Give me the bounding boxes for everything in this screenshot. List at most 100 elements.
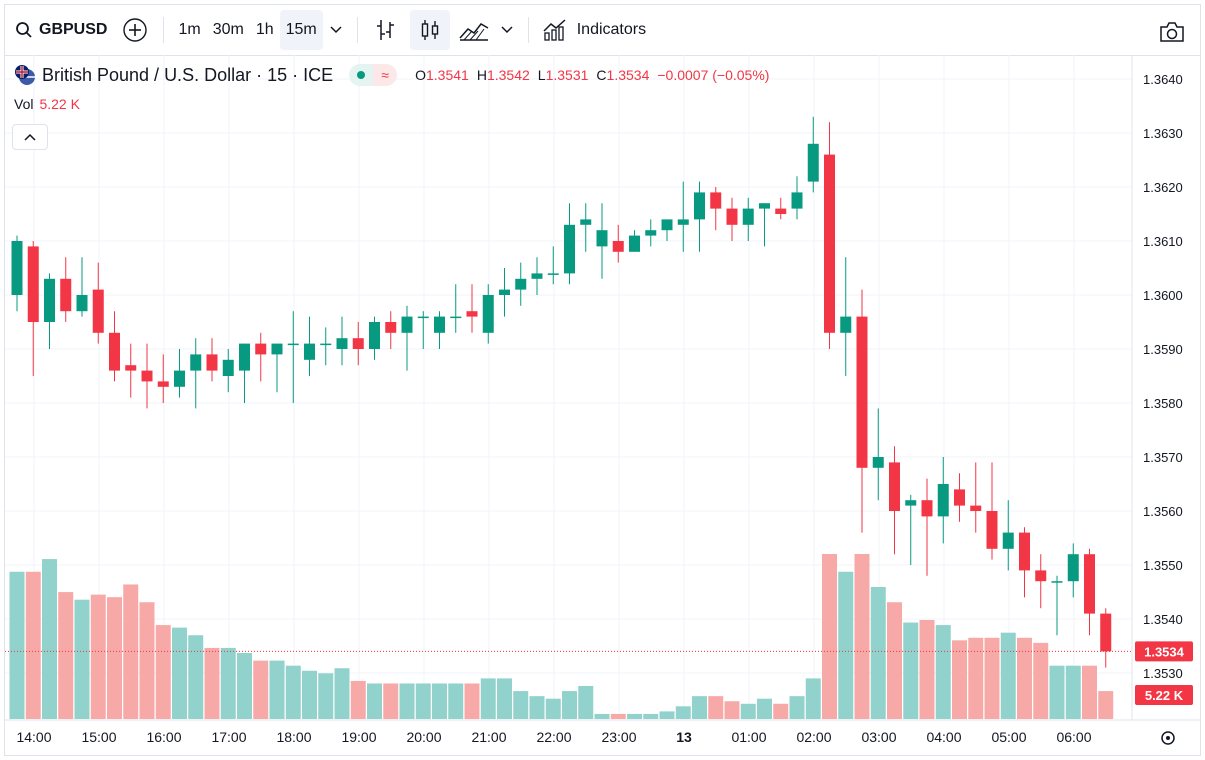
volume-bar xyxy=(692,696,707,719)
volume-bar xyxy=(318,673,334,719)
candle-down xyxy=(856,316,868,468)
chevron-up-icon xyxy=(24,133,36,141)
volume-bar xyxy=(545,698,561,719)
volume-label-group: 5.22 K xyxy=(1135,685,1193,705)
time-axis[interactable]: 14:00 15:00 16:00 17:00 18:00 19:00 20:00 21:00… xyxy=(16,729,1091,745)
candle-up xyxy=(434,316,445,333)
candle-up xyxy=(44,278,55,322)
candle-down xyxy=(710,192,722,209)
open-label: O xyxy=(415,67,426,83)
candle-up xyxy=(515,278,527,290)
candle-up xyxy=(905,500,917,506)
time-tick-label: 19:00 xyxy=(341,729,376,745)
volume-label: 5.22 K xyxy=(1145,688,1184,703)
candle-down xyxy=(954,489,965,506)
price-tick-label: 1.3580 xyxy=(1143,396,1183,411)
volume-bar xyxy=(415,683,431,719)
volume-bar xyxy=(659,711,675,719)
low-label: L xyxy=(537,67,546,83)
volume-bar xyxy=(1033,642,1049,719)
volume-bar xyxy=(740,703,756,719)
interval-30m[interactable]: 30m xyxy=(212,21,244,38)
compare-button[interactable] xyxy=(115,10,155,50)
volume-bar xyxy=(724,701,740,719)
candle-up xyxy=(1002,532,1014,549)
interval-1m[interactable]: 1m xyxy=(178,21,201,38)
volume-bar xyxy=(9,571,25,719)
candle-down xyxy=(125,365,137,371)
indicators-button[interactable]: Indicators xyxy=(537,10,652,50)
close-number: 1.3534 xyxy=(606,67,650,83)
volume-bar xyxy=(155,625,171,719)
volume-bar xyxy=(594,713,610,719)
candle-up xyxy=(401,316,413,333)
volume-bar xyxy=(253,660,269,719)
add-circle-icon xyxy=(123,18,148,42)
time-tick-label: 20:00 xyxy=(406,729,441,745)
price-tick-label: 1.3590 xyxy=(1143,342,1183,357)
time-tick-label: 17:00 xyxy=(211,729,246,745)
symbol-search[interactable]: GBPUSD xyxy=(5,10,115,50)
bars-style-button[interactable] xyxy=(366,10,406,50)
candle-up xyxy=(417,316,429,319)
candle-down xyxy=(206,354,218,371)
interval-dropdown[interactable] xyxy=(323,10,349,50)
price-tick-label: 1.3570 xyxy=(1143,450,1183,465)
candle-up xyxy=(937,484,949,517)
ohlc-bars-icon xyxy=(376,20,394,40)
candle-down xyxy=(1035,570,1047,582)
market-status-pill[interactable]: ≈ xyxy=(349,64,398,86)
candle-down xyxy=(612,241,624,252)
volume-bar xyxy=(838,571,854,719)
candle-down xyxy=(141,370,153,382)
time-tick-label: 06:00 xyxy=(1056,729,1091,745)
interval-15m[interactable]: 15m xyxy=(279,10,323,50)
market-open-dot-icon xyxy=(349,64,374,86)
candle-up xyxy=(499,289,510,295)
candle-up xyxy=(547,273,559,275)
candle-up xyxy=(222,359,234,376)
candle-up xyxy=(580,219,592,225)
chart-style-dropdown[interactable] xyxy=(494,10,520,50)
candles-style-button[interactable] xyxy=(409,10,450,50)
candle-up xyxy=(677,219,689,225)
volume-bar xyxy=(1049,665,1065,719)
volume-bar xyxy=(789,696,805,719)
time-tick-label: 23:00 xyxy=(601,729,636,745)
volume-bar xyxy=(58,592,74,719)
settings-icon xyxy=(1161,731,1175,745)
volume-bar xyxy=(887,602,902,719)
price-axis[interactable]: 1.3640 1.3630 1.3620 1.3610 1.3600 1.3590 1.35… xyxy=(1143,72,1183,681)
ohlc-values: O1.3541 H1.3542 L1.3531 C1.3534 −0.0007 … xyxy=(415,67,769,83)
volume-bar xyxy=(269,660,285,719)
price-tick-label: 1.3630 xyxy=(1143,126,1183,141)
time-tick-label: 21:00 xyxy=(471,729,506,745)
volume-bar xyxy=(1017,637,1032,719)
volume-bar xyxy=(935,625,951,719)
price-tick-label: 1.3530 xyxy=(1143,666,1183,681)
last-price-label-group: 1.3534 xyxy=(1135,641,1193,662)
area-style-button[interactable] xyxy=(454,10,494,50)
indicators-label: Indicators xyxy=(576,21,647,38)
chevron-down-icon xyxy=(330,26,342,34)
volume-bar xyxy=(773,703,789,719)
volume-bar xyxy=(708,696,724,719)
high-value: H1.3542 xyxy=(477,67,530,83)
candle-up xyxy=(11,241,23,295)
time-axis-settings-button[interactable] xyxy=(1161,731,1175,745)
symbol-title[interactable]: British Pound / U.S. Dollar · 15 · ICE xyxy=(42,64,334,85)
snapshot-button[interactable] xyxy=(1158,21,1186,48)
volume-legend-value: 5.22 K xyxy=(39,96,80,112)
chart-legend: British Pound / U.S. Dollar · 15 · ICE ≈… xyxy=(14,64,769,86)
time-tick-label: 22:00 xyxy=(536,729,571,745)
interval-1h[interactable]: 1h xyxy=(255,21,274,38)
low-value: L1.3531 xyxy=(538,67,589,83)
collapse-legend-button[interactable] xyxy=(12,124,48,150)
volume-bar xyxy=(302,670,317,719)
volume-bar xyxy=(1098,691,1114,719)
volume-legend-label: Vol xyxy=(14,96,34,112)
candle-up xyxy=(174,370,185,387)
volume-bar xyxy=(610,713,626,719)
volume-bar xyxy=(919,620,935,719)
